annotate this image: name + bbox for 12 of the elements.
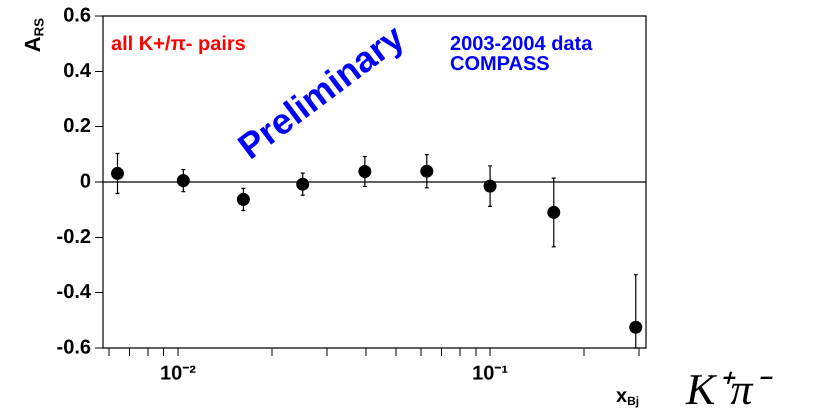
y-tick-label: -0.4 bbox=[56, 281, 92, 304]
x-axis-title: x$_{Bj}$ bbox=[616, 385, 640, 408]
x-tick-label: 10⁻¹ bbox=[472, 362, 508, 385]
annotation: 2003-2004 data bbox=[450, 33, 592, 55]
y-tick-label: -0.2 bbox=[56, 226, 91, 248]
y-tick-label: 0 bbox=[80, 170, 91, 193]
y-tick-label: 0.2 bbox=[63, 115, 91, 138]
y-tick-label: -0.6 bbox=[56, 336, 91, 359]
annotation: COMPASS bbox=[450, 53, 550, 75]
x-tick-label: 10⁻² bbox=[160, 362, 196, 385]
y-tick-label: 0.4 bbox=[63, 60, 92, 82]
y-tick-label: 0.6 bbox=[63, 4, 91, 27]
